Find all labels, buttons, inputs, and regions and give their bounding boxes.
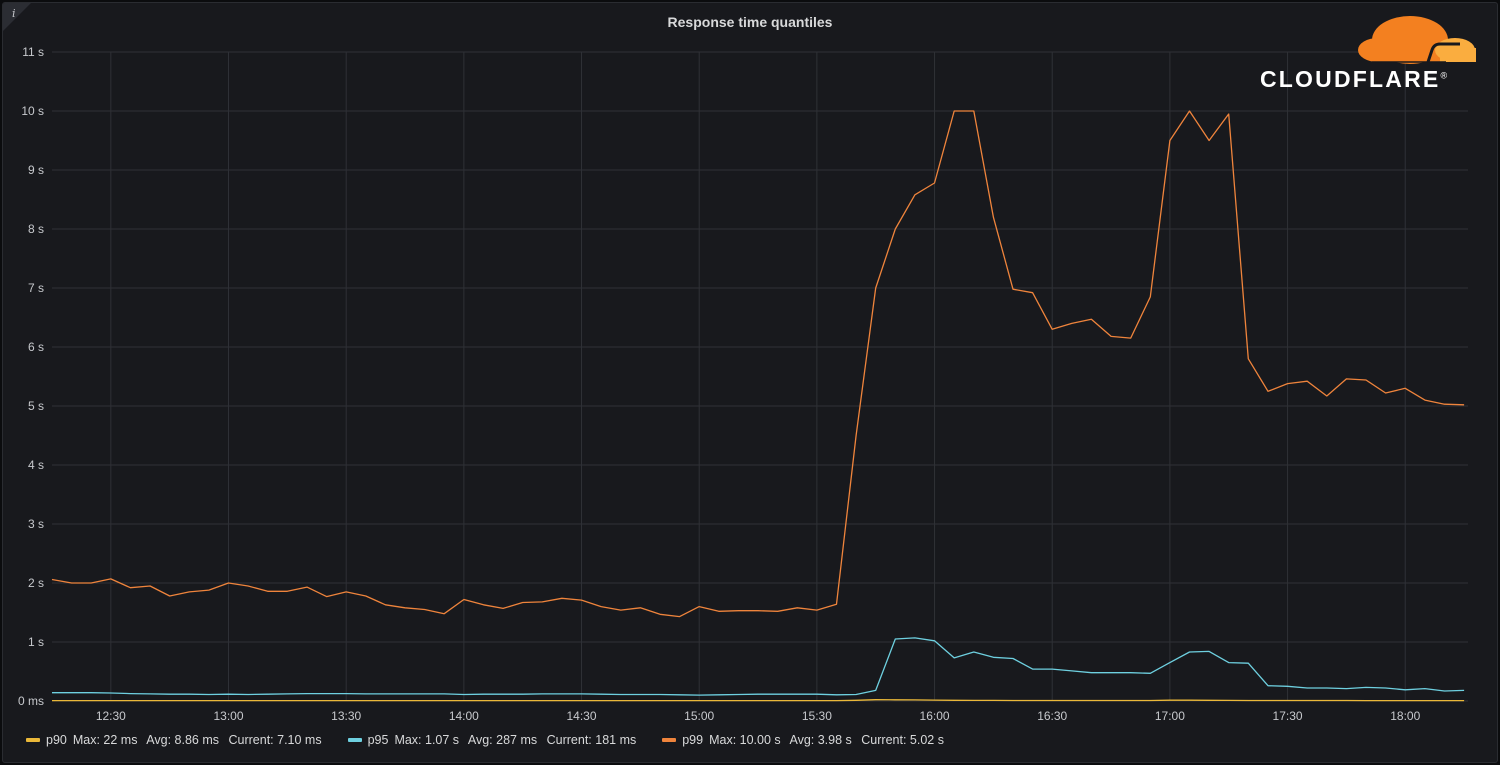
legend-swatch-p95 [347,738,362,742]
x-tick-label: 15:00 [684,709,714,723]
x-tick-label: 18:00 [1390,709,1420,723]
y-tick-label: 11 s [22,45,44,59]
x-tick-label: 17:00 [1155,709,1185,723]
series-line-p99 [51,110,1465,618]
legend-item-p90[interactable]: p90 Max: 22 ms Avg: 8.86 ms Current: 7.1… [26,733,328,747]
legend-max: Max: 10.00 s [709,733,781,747]
legend-series-name[interactable]: p95 [367,733,389,747]
info-icon[interactable]: i [12,7,16,20]
cloudflare-wordmark: CLOUDFLARE® [1260,66,1485,93]
x-tick-label: 16:00 [920,709,950,723]
x-tick-label: 13:00 [213,709,243,723]
legend-swatch-p99 [662,738,677,742]
cloudflare-logo: CLOUDFLARE® [1260,10,1485,92]
x-tick-label: 15:30 [802,709,832,723]
x-tick-label: 17:30 [1273,709,1303,723]
y-tick-label: 8 s [28,222,44,236]
x-tick-label: 14:30 [567,709,597,723]
y-tick-label: 7 s [28,281,44,295]
y-tick-label: 0 ms [18,694,44,708]
x-tick-label: 12:30 [96,709,126,723]
legend: p90 Max: 22 ms Avg: 8.86 ms Current: 7.1… [26,733,950,747]
legend-stats: Max: 22 ms Avg: 8.86 ms Current: 7.10 ms [73,733,328,747]
y-tick-label: 6 s [28,340,44,354]
legend-max: Max: 1.07 s [394,733,460,747]
y-tick-label: 10 s [21,104,44,118]
panel-info-corner[interactable] [3,3,31,31]
x-tick-label: 14:00 [449,709,479,723]
legend-max: Max: 22 ms [72,733,138,747]
legend-avg: Avg: 8.86 ms [146,733,219,747]
y-tick-label: 4 s [28,458,44,472]
series-line-p95 [52,637,1465,696]
series-line-p90 [52,699,1465,702]
y-tick-label: 9 s [28,163,44,177]
legend-item-p95[interactable]: p95 Max: 1.07 s Avg: 287 ms Current: 181… [347,733,643,747]
legend-current: Current: 7.10 ms [228,733,322,747]
legend-series-name[interactable]: p90 [46,733,67,747]
legend-item-p99[interactable]: p99 Max: 10.00 s Avg: 3.98 s Current: 5.… [662,733,950,747]
registered-mark: ® [1440,70,1448,81]
wordmark-text: CLOUDFLARE [1260,66,1441,92]
legend-stats: Max: 1.07 s Avg: 287 ms Current: 181 ms [394,733,642,747]
x-tick-label: 16:30 [1037,709,1067,723]
y-tick-label: 2 s [28,576,44,590]
legend-avg: Avg: 3.98 s [789,733,852,747]
legend-current: Current: 5.02 s [861,733,944,747]
legend-current: Current: 181 ms [546,733,637,747]
legend-series-name[interactable]: p99 [682,733,704,747]
legend-swatch-p90 [26,738,40,742]
y-tick-label: 3 s [28,517,44,531]
legend-stats: Max: 10.00 s Avg: 3.98 s Current: 5.02 s [709,733,950,747]
cloud-icon [1358,16,1476,64]
legend-avg: Avg: 287 ms [467,733,538,747]
y-tick-label: 5 s [28,399,44,413]
x-tick-label: 13:30 [331,709,361,723]
y-tick-label: 1 s [28,635,44,649]
panel-title[interactable]: Response time quantiles [667,14,833,30]
